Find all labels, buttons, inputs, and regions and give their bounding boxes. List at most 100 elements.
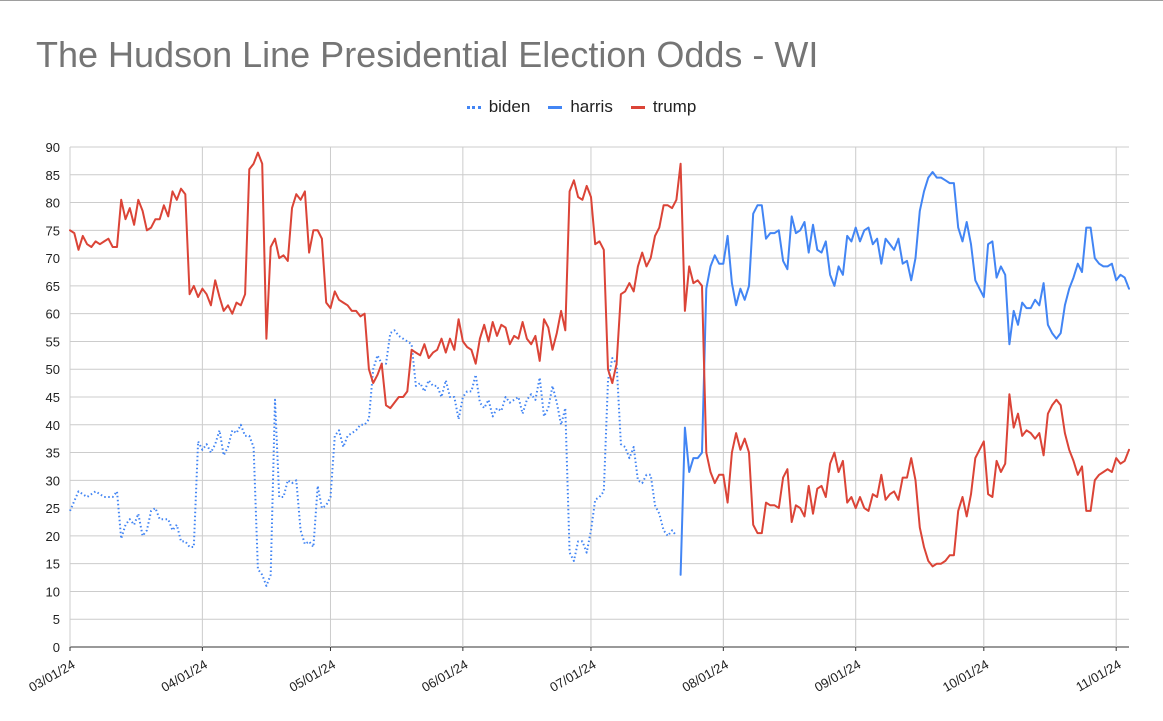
data-point-biden [653, 503, 657, 507]
data-point-biden [478, 401, 482, 405]
data-point-trump [516, 337, 520, 341]
data-point-harris [986, 242, 990, 246]
legend-item-biden[interactable]: biden [466, 97, 531, 117]
data-point-harris [1101, 264, 1105, 268]
data-point-trump [751, 523, 755, 527]
data-point-trump [188, 292, 192, 296]
data-point-biden [145, 528, 149, 532]
data-point-trump [299, 198, 303, 202]
chart-legend: biden harris trump [0, 96, 1163, 118]
data-point-biden [504, 395, 508, 399]
data-point-biden [111, 495, 115, 499]
legend-swatch-trump [630, 105, 645, 109]
data-point-trump [320, 237, 324, 241]
data-point-trump [153, 217, 157, 221]
data-point-biden [128, 517, 132, 521]
data-point-harris [828, 273, 832, 277]
data-point-trump [337, 298, 341, 302]
data-point-biden [329, 495, 333, 499]
data-point-biden [529, 392, 533, 396]
data-point-trump [196, 295, 200, 299]
data-point-harris [820, 251, 824, 255]
y-tick-label: 50 [46, 362, 60, 377]
data-point-biden [354, 428, 358, 432]
data-point-harris [952, 181, 956, 185]
data-point-trump [811, 512, 815, 516]
data-point-biden [563, 406, 567, 410]
data-point-biden [533, 398, 537, 402]
data-point-trump [316, 228, 320, 232]
data-point-biden [538, 376, 542, 380]
data-point-harris [990, 239, 994, 243]
data-point-biden [183, 539, 187, 543]
data-point-trump [448, 337, 452, 341]
y-tick-label: 60 [46, 307, 60, 322]
data-point-biden [657, 512, 661, 516]
data-point-biden [393, 328, 397, 332]
data-point-trump [252, 162, 256, 166]
data-point-trump [444, 351, 448, 355]
data-point-trump [948, 553, 952, 557]
data-point-biden [230, 428, 234, 432]
y-tick-label: 0 [53, 640, 60, 655]
data-point-trump [662, 203, 666, 207]
data-point-harris [756, 203, 760, 207]
data-point-biden [273, 398, 277, 402]
data-point-biden [247, 434, 251, 438]
data-point-biden [260, 573, 264, 577]
data-point-biden [324, 503, 328, 507]
data-point-trump [623, 289, 627, 293]
data-point-harris [815, 248, 819, 252]
legend-label-biden: biden [488, 97, 531, 116]
data-point-biden [119, 537, 123, 541]
data-point-biden [333, 434, 337, 438]
data-point-trump [956, 509, 960, 513]
data-point-harris [892, 248, 896, 252]
data-point-harris [1067, 287, 1071, 291]
data-point-biden [474, 373, 478, 377]
data-point-harris [773, 231, 777, 235]
data-point-trump [670, 206, 674, 210]
data-point-trump [593, 242, 597, 246]
data-point-trump [115, 245, 119, 249]
data-point-biden [640, 481, 644, 485]
data-point-trump [256, 151, 260, 155]
data-point-biden [68, 509, 72, 513]
data-point-trump [521, 320, 525, 324]
data-point-trump [81, 234, 85, 238]
data-point-trump [1007, 392, 1011, 396]
data-point-harris [956, 226, 960, 230]
data-point-trump [162, 203, 166, 207]
data-point-biden [491, 414, 495, 418]
data-point-biden [179, 539, 183, 543]
data-point-trump [649, 256, 653, 260]
data-point-harris [1029, 306, 1033, 310]
data-point-trump [367, 367, 371, 371]
data-point-trump [589, 195, 593, 199]
data-point-biden [102, 495, 106, 499]
data-point-trump [1076, 473, 1080, 477]
data-point-biden [141, 534, 145, 538]
data-point-harris [1054, 337, 1058, 341]
data-point-biden [440, 395, 444, 399]
data-point-biden [508, 401, 512, 405]
data-point-trump [111, 245, 115, 249]
data-point-biden [568, 551, 572, 555]
data-point-trump [469, 348, 473, 352]
data-point-biden [521, 412, 525, 416]
data-point-biden [350, 431, 354, 435]
data-point-trump [909, 456, 913, 460]
data-point-trump [260, 162, 264, 166]
data-point-trump [1003, 462, 1007, 466]
data-point-trump [798, 506, 802, 510]
data-point-harris [709, 264, 713, 268]
legend-item-harris[interactable]: harris [548, 97, 613, 117]
data-point-trump [200, 287, 204, 291]
data-point-trump [683, 309, 687, 313]
data-point-biden [606, 378, 610, 382]
data-point-trump [405, 389, 409, 393]
x-tick-label: 07/01/24 [547, 657, 598, 695]
legend-item-trump[interactable]: trump [630, 97, 696, 117]
data-point-harris [1003, 273, 1007, 277]
data-point-trump [269, 245, 273, 249]
